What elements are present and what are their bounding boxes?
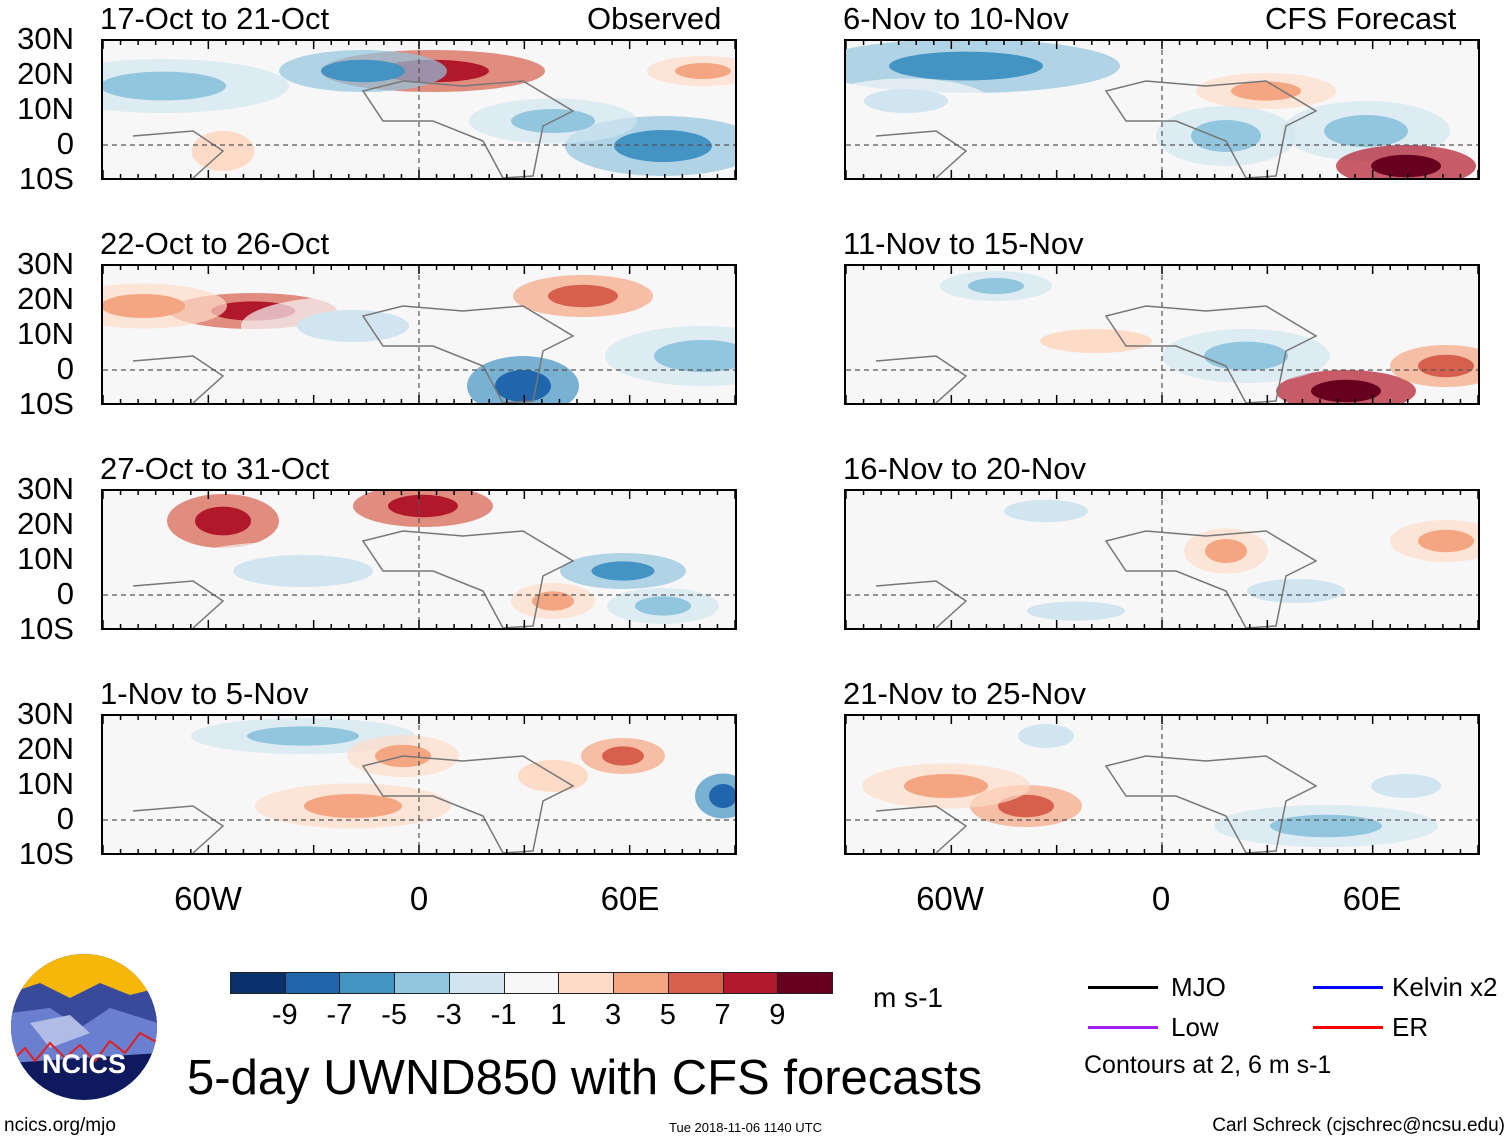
lat-label: 10N	[17, 91, 74, 126]
lat-label: 20N	[17, 731, 74, 766]
lat-label: 30N	[17, 21, 74, 56]
colorbar-swatch	[667, 972, 724, 994]
colorbar-swatch	[339, 972, 396, 994]
footer-timestamp: Tue 2018-11-06 1140 UTC	[669, 1120, 822, 1135]
figure-title: 5-day UWND850 with CFS forecasts	[187, 1051, 983, 1105]
colorbar-label: 9	[769, 999, 786, 1031]
colorbar-swatch	[394, 972, 450, 994]
colorbar-label: -3	[436, 999, 462, 1031]
lat-label: 30N	[17, 696, 74, 731]
legend-line-mjo	[1088, 986, 1158, 989]
lat-label: 10N	[17, 541, 74, 576]
colorbar-swatch	[613, 972, 669, 994]
lat-label: 0	[56, 351, 74, 386]
legend-label-er: ER	[1392, 1012, 1429, 1042]
ncics-logo: NCICS	[10, 953, 158, 1101]
lat-label: 0	[56, 801, 74, 836]
colorbar-swatch	[448, 972, 505, 994]
colorbar-label: 3	[605, 999, 622, 1031]
colorbar-units: m s-1	[873, 982, 943, 1013]
legend-label-low: Low	[1171, 1012, 1219, 1042]
panel-title: 27-Oct to 31-Oct	[100, 451, 330, 486]
lat-label: 10S	[18, 161, 74, 196]
lon-label-60e-right: 60E	[1342, 880, 1402, 917]
colorbar-label: -7	[326, 999, 353, 1031]
panel-title: 17-Oct to 21-Oct	[100, 1, 330, 36]
lat-label: 0	[56, 126, 74, 161]
lat-label: 20N	[17, 281, 74, 316]
map-panel	[101, 489, 737, 630]
lon-label-60e-left: 60E	[600, 880, 660, 917]
lat-label: 10S	[18, 836, 74, 871]
footer-url: ncics.org/mjo	[4, 1115, 116, 1136]
panel-title: 21-Nov to 25-Nov	[843, 676, 1086, 711]
forecast-header: CFS Forecast	[1265, 1, 1457, 36]
legend-line-kelvin	[1313, 986, 1383, 989]
map-panel	[101, 39, 737, 180]
map-panel	[844, 489, 1480, 630]
footer-author: Carl Schreck (cjschrec@ncsu.edu)	[1212, 1115, 1505, 1136]
map-panel	[844, 264, 1480, 405]
lat-label: 0	[56, 576, 74, 611]
logo-text: NCICS	[41, 1049, 126, 1079]
panel-title: 22-Oct to 26-Oct	[100, 226, 330, 261]
lat-label: 10N	[17, 766, 74, 801]
colorbar-label: 1	[550, 999, 567, 1031]
lat-label: 30N	[17, 471, 74, 506]
colorbar-label: -5	[381, 999, 408, 1031]
map-panel	[101, 264, 737, 405]
map-panel	[101, 714, 737, 855]
colorbar-label: 5	[659, 999, 676, 1031]
lon-label-0-right: 0	[1151, 880, 1171, 917]
lat-label: 20N	[17, 56, 74, 91]
panel-title: 6-Nov to 10-Nov	[843, 1, 1069, 36]
lat-label: 10S	[18, 611, 74, 646]
lat-label: 10S	[18, 386, 74, 421]
legend-label-mjo: MJO	[1171, 972, 1226, 1002]
lon-label-60w-left: 60W	[174, 880, 242, 917]
observed-header: Observed	[587, 1, 722, 36]
legend-line-er	[1313, 1026, 1383, 1029]
map-panel	[844, 714, 1480, 855]
map-panel	[844, 39, 1480, 180]
colorbar-swatch	[722, 972, 779, 994]
colorbar-label: -1	[490, 999, 517, 1031]
colorbar-label: 7	[714, 999, 731, 1031]
colorbar-label: -9	[271, 999, 298, 1031]
panel-title: 16-Nov to 20-Nov	[843, 451, 1086, 486]
lat-label: 10N	[17, 316, 74, 351]
colorbar-swatch	[230, 972, 286, 994]
legend-line-low	[1088, 1026, 1158, 1029]
colorbar-swatch	[777, 972, 833, 994]
lat-label: 30N	[17, 246, 74, 281]
lon-label-0-left: 0	[409, 880, 429, 917]
colorbar-swatch	[284, 972, 341, 994]
panel-title: 11-Nov to 15-Nov	[843, 226, 1084, 261]
lat-label: 20N	[17, 506, 74, 541]
colorbar-swatch	[558, 972, 615, 994]
lon-label-60w-right: 60W	[916, 880, 984, 917]
legend-label-kelvin: Kelvin x2	[1392, 972, 1498, 1002]
colorbar-swatch	[503, 972, 560, 994]
panel-title: 1-Nov to 5-Nov	[100, 676, 309, 711]
contour-note: Contours at 2, 6 m s-1	[1084, 1051, 1332, 1079]
